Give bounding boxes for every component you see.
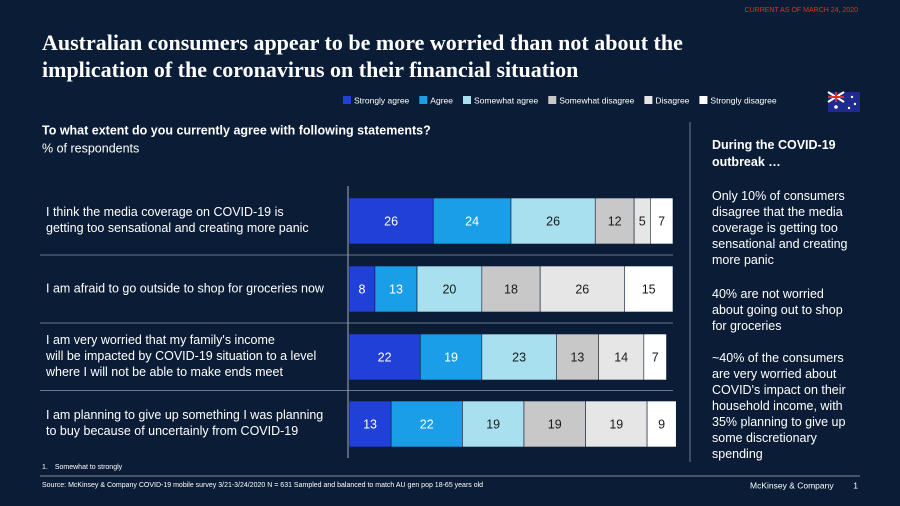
value-label: 13 xyxy=(570,350,584,364)
bar-segment xyxy=(390,400,463,448)
value-label: 19 xyxy=(548,417,562,431)
bar-segment xyxy=(646,400,677,448)
value-label: 19 xyxy=(609,417,623,431)
bar-segment xyxy=(650,197,674,245)
legend-label: Agree xyxy=(430,95,453,105)
bar-segment xyxy=(481,333,557,381)
category-label: I think the media coverage on COVID-19 i… xyxy=(46,205,309,235)
value-label: 12 xyxy=(608,214,622,228)
category-label: I am very worried that my family's incom… xyxy=(45,333,316,379)
bar-segment xyxy=(594,197,635,245)
source: Source: McKinsey & Company COVID-19 mobi… xyxy=(42,482,483,489)
bar-segment xyxy=(348,265,376,313)
bar-segment xyxy=(374,265,418,313)
value-label: 7 xyxy=(658,214,665,228)
category-label: I am afraid to go outside to shop for gr… xyxy=(46,281,325,295)
bar-segment xyxy=(416,265,483,313)
value-label: 19 xyxy=(444,350,458,364)
bar-segment xyxy=(643,333,667,381)
value-label: 20 xyxy=(442,282,456,296)
value-label: 14 xyxy=(614,350,628,364)
value-label: 5 xyxy=(639,214,646,228)
sidebar-point: ~40% of the consumers are very worried ab… xyxy=(712,351,846,461)
value-label: 13 xyxy=(389,282,403,296)
legend-swatch xyxy=(343,96,351,104)
legend-label: Strongly agree xyxy=(354,95,410,105)
legend-swatch xyxy=(644,96,653,104)
sidebar-point: Only 10% of consumers disagree that the m… xyxy=(712,189,848,267)
value-label: 13 xyxy=(363,417,377,431)
date-note: CURRENT AS OF MARCH 24, 2020 xyxy=(745,7,859,14)
bar-segment xyxy=(585,400,648,448)
legend-label: Disagree xyxy=(655,95,689,105)
bar-segment xyxy=(348,400,392,448)
flag xyxy=(827,91,860,112)
bar-segment xyxy=(462,400,525,448)
legend-swatch xyxy=(699,96,708,104)
value-label: 22 xyxy=(378,350,392,364)
chart-title: To what extent do you currently agree wi… xyxy=(42,123,431,137)
bar-segment xyxy=(419,333,483,381)
value-label: 7 xyxy=(652,350,659,364)
value-label: 22 xyxy=(420,417,434,431)
legend-label: Strongly disagree xyxy=(710,95,776,105)
sidebar-point: 40% are not worried about going out to sh… xyxy=(712,287,843,333)
bar-segment xyxy=(348,333,421,381)
value-label: 9 xyxy=(658,417,665,431)
value-label: 15 xyxy=(642,282,656,296)
value-label: 18 xyxy=(504,282,518,296)
value-label: 23 xyxy=(512,350,526,364)
legend-swatch xyxy=(548,96,557,104)
sidebar-heading: During the COVID-19 outbreak … xyxy=(712,138,836,169)
value-label: 8 xyxy=(358,282,365,296)
legend-label: Somewhat agree xyxy=(474,95,539,105)
legend-label: Somewhat disagree xyxy=(559,95,634,105)
bar-segment xyxy=(539,265,625,313)
bar-segment xyxy=(348,197,434,245)
value-label: 26 xyxy=(384,214,398,228)
bar-segment xyxy=(523,400,586,448)
bar-segment xyxy=(624,265,674,313)
bar-segment xyxy=(598,333,645,381)
value-label: 24 xyxy=(465,214,479,228)
category-label: I am planning to give up something I was… xyxy=(46,408,323,438)
chart-subtitle: % of respondents xyxy=(42,141,139,155)
footnote: 1. Somewhat to strongly xyxy=(42,464,123,471)
page-number: 1 xyxy=(853,480,858,490)
value-label: 19 xyxy=(486,417,500,431)
legend-swatch xyxy=(419,96,428,104)
bar-segment xyxy=(556,333,599,381)
slide-title: Australian consumers appear to be more w… xyxy=(42,30,683,82)
legend-swatch xyxy=(462,96,471,104)
value-label: 26 xyxy=(546,214,560,228)
value-label: 26 xyxy=(575,282,589,296)
brand: McKinsey & Company xyxy=(750,480,834,490)
